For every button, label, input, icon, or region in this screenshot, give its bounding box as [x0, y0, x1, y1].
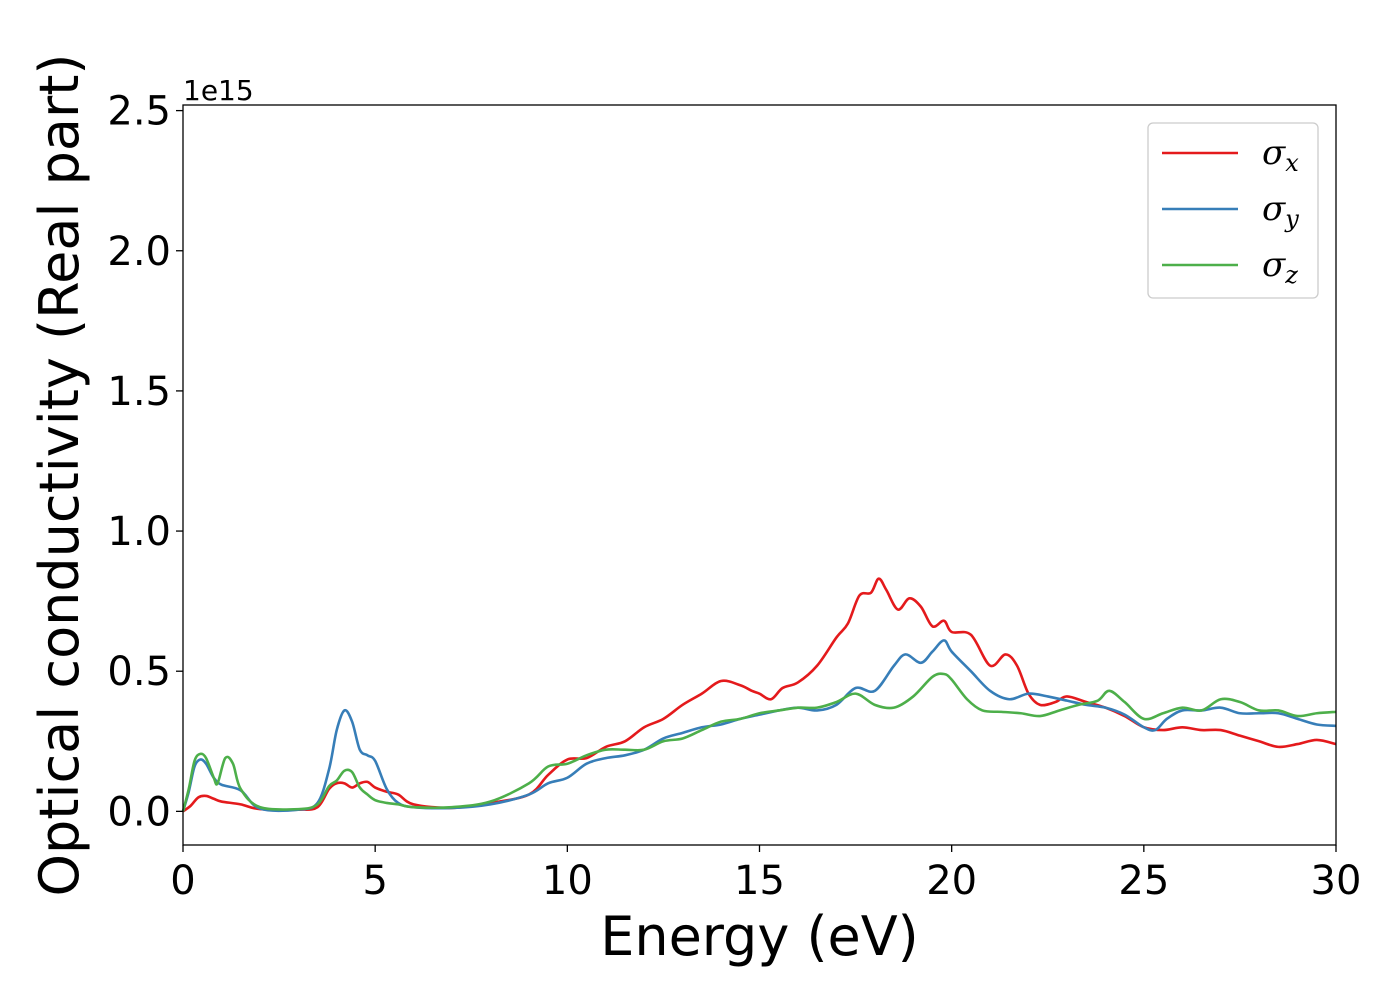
legend-label-sigma-z: σz — [1262, 245, 1298, 289]
legend-label-sigma-y: σy — [1262, 189, 1299, 233]
x-tick-label: 20 — [926, 858, 977, 904]
x-tick-label: 15 — [734, 858, 785, 904]
x-tick-label: 5 — [362, 858, 387, 904]
x-axis-title: Energy (eV) — [600, 905, 919, 968]
x-tick-label: 25 — [1118, 858, 1169, 904]
x-tick-label: 0 — [170, 858, 195, 904]
x-tick-label: 30 — [1311, 858, 1362, 904]
x-tick-label: 10 — [542, 858, 593, 904]
y-tick-label: 2.5 — [107, 89, 171, 135]
legend: σx σy σz — [1147, 122, 1319, 299]
y-tick-label: 0.0 — [107, 789, 171, 835]
y-tick-label: 0.5 — [107, 649, 171, 695]
legend-box — [1147, 122, 1319, 299]
legend-label-sigma-x: σx — [1262, 133, 1299, 177]
y-tick-label: 1.5 — [107, 369, 171, 415]
y-tick-label: 1.0 — [107, 509, 171, 555]
series-layer — [181, 577, 1337, 813]
y-offset-text: 1e15 — [183, 74, 254, 107]
series-line-sigma-z — [181, 672, 1337, 812]
ticks-layer: 0 5 10 15 20 25 30 0.0 0.5 1.0 1.5 2.0 2.5 — [107, 89, 1361, 904]
y-axis-title: Optical conductivity (Real part) — [28, 54, 91, 897]
y-tick-label: 2.0 — [107, 229, 171, 275]
